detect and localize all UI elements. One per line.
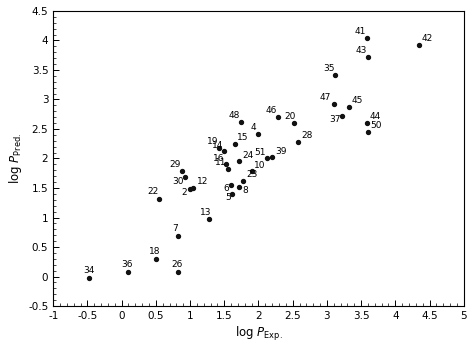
Point — [248, 169, 255, 174]
Text: 7: 7 — [172, 224, 178, 233]
Point — [224, 166, 231, 172]
Point — [330, 102, 337, 107]
Point — [290, 120, 298, 126]
Point — [268, 154, 276, 160]
Point — [178, 169, 186, 174]
Point — [228, 191, 236, 197]
Text: 23: 23 — [246, 170, 257, 179]
Point — [363, 35, 370, 40]
Point — [416, 42, 423, 48]
Point — [364, 54, 372, 60]
Text: 14: 14 — [212, 141, 223, 150]
Text: 15: 15 — [237, 133, 249, 142]
Text: 48: 48 — [229, 111, 240, 120]
Point — [236, 184, 243, 190]
Text: 4: 4 — [250, 123, 256, 132]
Text: 2: 2 — [182, 188, 188, 197]
Text: 18: 18 — [149, 247, 161, 256]
Point — [125, 269, 132, 275]
Point — [255, 131, 262, 136]
Text: 22: 22 — [147, 187, 158, 196]
Text: 26: 26 — [171, 260, 182, 269]
Point — [236, 159, 243, 164]
Point — [338, 113, 346, 119]
Point — [363, 120, 370, 126]
Text: 45: 45 — [352, 96, 363, 105]
Text: 44: 44 — [369, 112, 381, 121]
Text: 20: 20 — [284, 112, 296, 121]
Text: 16: 16 — [213, 154, 225, 163]
Text: 19: 19 — [207, 137, 218, 146]
Text: 46: 46 — [265, 106, 277, 116]
Text: 50: 50 — [371, 121, 382, 130]
Point — [186, 186, 194, 192]
Text: 34: 34 — [83, 266, 95, 275]
Text: 43: 43 — [356, 46, 367, 55]
Text: 6: 6 — [223, 184, 228, 193]
Point — [155, 196, 163, 201]
Point — [240, 178, 247, 184]
Text: 36: 36 — [122, 260, 133, 269]
Point — [152, 256, 160, 261]
Text: 13: 13 — [200, 208, 211, 217]
Point — [231, 141, 238, 147]
Point — [174, 233, 182, 239]
Point — [174, 269, 182, 275]
Point — [294, 139, 302, 145]
Text: 29: 29 — [170, 160, 181, 168]
Point — [85, 275, 92, 281]
Text: 47: 47 — [320, 93, 331, 103]
Text: 41: 41 — [354, 27, 365, 36]
Point — [205, 216, 213, 222]
Point — [345, 104, 353, 109]
Text: 39: 39 — [275, 147, 286, 155]
Point — [263, 156, 271, 161]
Point — [228, 182, 235, 188]
Text: 12: 12 — [197, 177, 208, 186]
Text: 11: 11 — [215, 158, 227, 167]
Point — [220, 149, 228, 154]
Text: 8: 8 — [242, 186, 248, 195]
Point — [222, 162, 229, 167]
Text: 10: 10 — [255, 161, 266, 170]
Point — [215, 145, 223, 150]
Point — [331, 72, 339, 77]
Point — [181, 175, 188, 180]
Y-axis label: log $P_{\mathrm{Pred.}}$: log $P_{\mathrm{Pred.}}$ — [7, 133, 24, 184]
Point — [274, 114, 282, 120]
Point — [237, 119, 245, 125]
Text: 42: 42 — [422, 34, 433, 43]
Text: 51: 51 — [255, 148, 266, 157]
Text: 24: 24 — [242, 150, 253, 160]
X-axis label: log $P_{\mathrm{Exp.}}$: log $P_{\mathrm{Exp.}}$ — [235, 325, 283, 343]
Text: 5: 5 — [226, 193, 231, 202]
Text: 37: 37 — [329, 115, 341, 124]
Text: 30: 30 — [172, 177, 184, 186]
Point — [190, 185, 197, 191]
Text: 28: 28 — [301, 131, 312, 140]
Point — [364, 129, 372, 135]
Text: 35: 35 — [323, 64, 334, 73]
